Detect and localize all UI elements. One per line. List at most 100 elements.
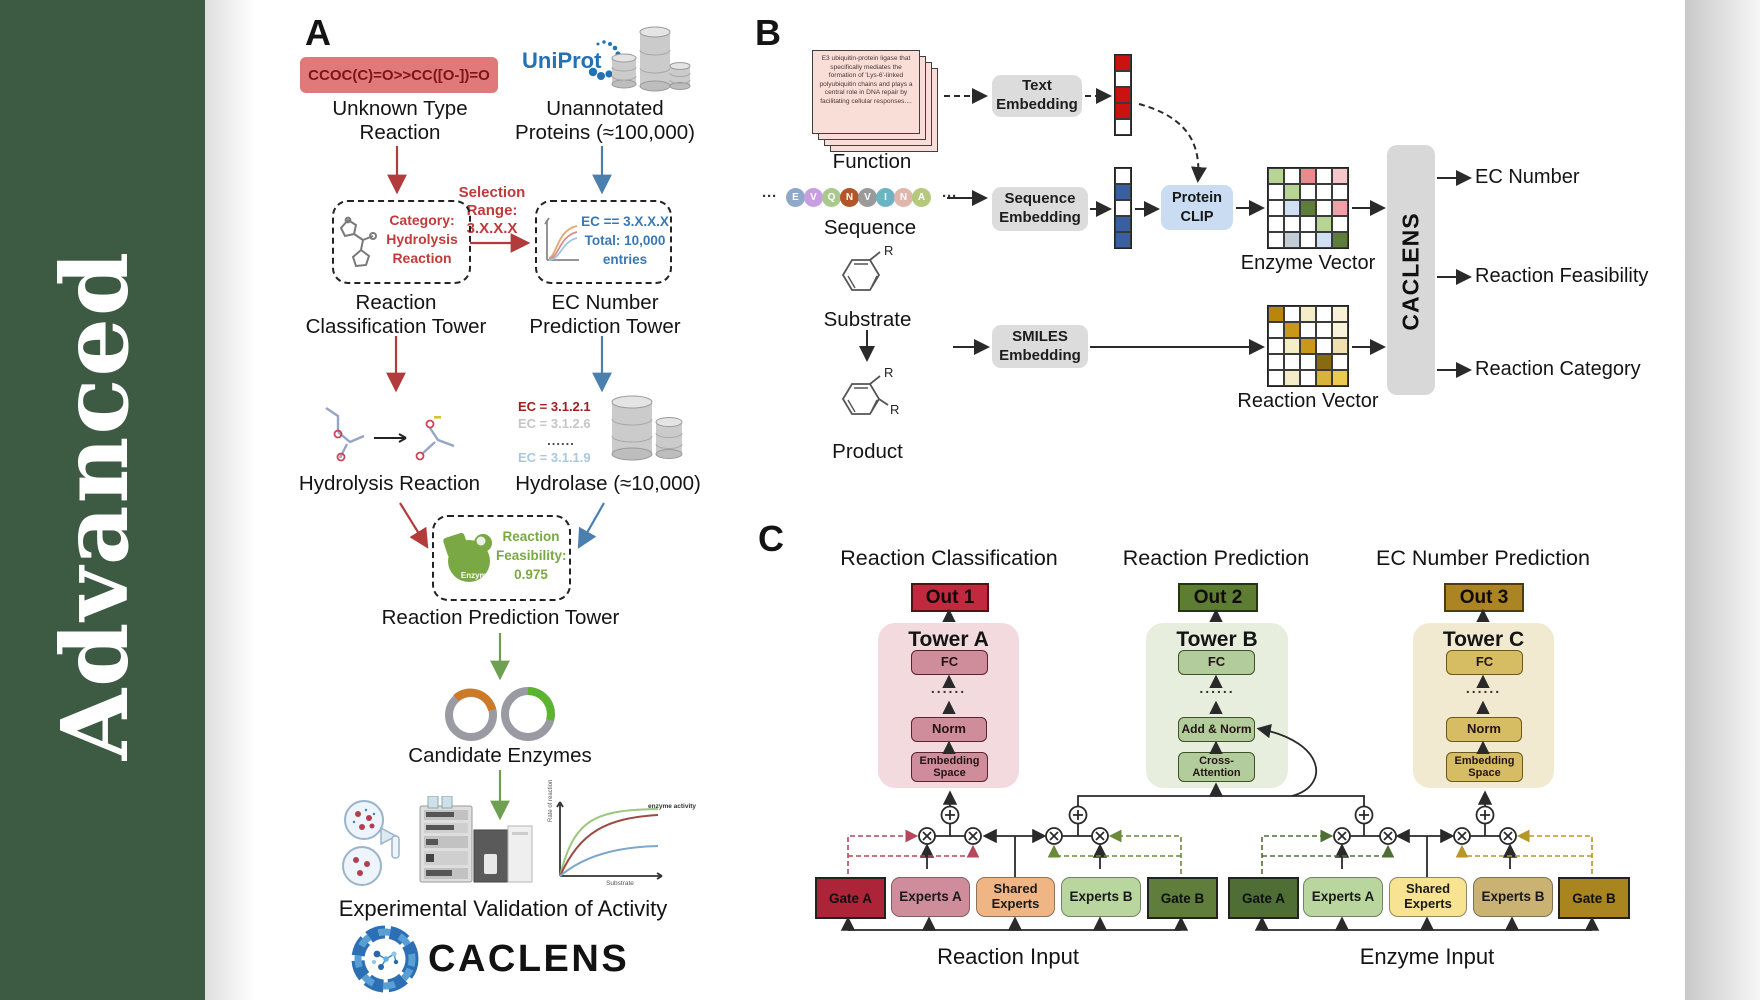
tower-b-title: Tower B — [1176, 628, 1258, 651]
enzyme-gate-a: Gate A — [1228, 877, 1299, 919]
vector-cell — [1284, 184, 1300, 200]
output-reaction-category: Reaction Category — [1475, 358, 1641, 380]
vector-cell — [1332, 232, 1348, 248]
tower-b-dots: ...... — [1199, 680, 1235, 696]
tower-c-fc: FC — [1446, 650, 1523, 675]
product-molecule-icon — [841, 375, 889, 415]
vector-cell — [1332, 338, 1348, 354]
vector-cell — [1284, 200, 1300, 216]
enzyme-input-label: Enzyme Input — [1359, 944, 1495, 969]
reaction-experts-a: Experts A — [891, 877, 970, 917]
text-embedding-box: Text Embedding — [992, 75, 1082, 117]
tower-a-embedding-space: Embedding Space — [911, 752, 988, 782]
ec-item: EC = 3.1.2.1 — [518, 399, 591, 414]
tower-a-fc: FC — [911, 650, 988, 675]
caclens-logo-icon — [351, 925, 419, 993]
vector-cell — [1115, 232, 1131, 248]
enzyme-gate-b: Gate B — [1558, 877, 1630, 919]
residue-circle: V — [858, 188, 877, 207]
vector-cell — [1332, 200, 1348, 216]
out2-box: Out 2 — [1178, 583, 1258, 612]
vector-cell — [1284, 338, 1300, 354]
vector-cell — [1284, 232, 1300, 248]
vector-cell — [1115, 87, 1131, 103]
sequence-label: Sequence — [823, 216, 917, 239]
vector-cell — [1332, 168, 1348, 184]
classification-tower-label: Reaction Classification Tower — [305, 291, 487, 339]
ec-item: ...... — [547, 433, 575, 448]
vector-cell — [1316, 216, 1332, 232]
function-card-front: E3 ubiquitin-protein ligase that specifi… — [812, 50, 920, 134]
vector-cell — [1284, 370, 1300, 386]
unannotated-proteins-label: Unannotated Proteins (≈100,000) — [515, 97, 695, 145]
protein-database-icon — [611, 26, 691, 92]
enzyme-experts-b: Experts B — [1473, 877, 1553, 917]
vector-cell — [1284, 216, 1300, 232]
out3-box: Out 3 — [1444, 583, 1524, 612]
vector-cell — [1300, 370, 1316, 386]
tower-a-dots: ...... — [930, 680, 967, 696]
vector-cell — [1316, 322, 1332, 338]
hydrolase-label: Hydrolase (≈10,000) — [515, 472, 701, 495]
vector-cell — [1268, 200, 1284, 216]
vector-cell — [1316, 338, 1332, 354]
vector-cell — [1284, 306, 1300, 322]
enzyme-experts-a: Experts A — [1303, 877, 1383, 917]
vector-cell — [1300, 184, 1316, 200]
product-r2-label: R — [890, 402, 900, 417]
vector-cell — [1115, 119, 1131, 135]
prediction-tower-label: Reaction Prediction Tower — [381, 606, 620, 629]
tower-a-title: Tower A — [908, 628, 989, 651]
sequence-ellipsis-right: ··· — [942, 188, 957, 205]
sigmoid-curves-icon — [544, 217, 579, 261]
journal-banner: Advanced Science — [0, 0, 319, 1000]
vector-cell — [1316, 232, 1332, 248]
vector-cell — [1268, 306, 1284, 322]
vector-cell — [1268, 184, 1284, 200]
page-right-shadow — [1685, 0, 1760, 1000]
tower-c-title: Tower C — [1442, 628, 1525, 651]
substrate-r-label: R — [884, 243, 894, 258]
reaction-vector-grid — [1267, 305, 1349, 387]
category-hydrolysis-label: Category: Hydrolysis Reaction — [386, 212, 458, 266]
vector-cell — [1115, 184, 1131, 200]
enzyme-shared-experts: Shared Experts — [1389, 877, 1467, 917]
vector-cell — [1115, 71, 1131, 87]
vector-cell — [1316, 306, 1332, 322]
tower-a: Tower A FC ...... Norm Embedding Space — [878, 623, 1019, 788]
ec-number-list: EC = 3.1.2.1 EC = 3.1.2.6 ...... EC = 3.… — [518, 398, 604, 466]
vector-cell — [1316, 184, 1332, 200]
ec-item: EC = 3.1.2.6 — [518, 416, 591, 431]
vector-cell — [1268, 216, 1284, 232]
journal-title: Advanced Science — [41, 249, 319, 761]
tower-b-add-norm: Add & Norm — [1178, 717, 1255, 742]
residue-circle: N — [840, 188, 859, 207]
reaction-experts-b: Experts B — [1061, 877, 1141, 917]
vector-cell — [1268, 354, 1284, 370]
smiles-embedding-box: SMILES Embedding — [992, 325, 1088, 368]
feasibility-dashed-box: Enzyme Reaction Feasibility: 0.975 — [432, 515, 571, 601]
vector-cell — [1300, 168, 1316, 184]
reaction-gate-b: Gate B — [1147, 877, 1218, 919]
sequence-ellipsis-left: ··· — [762, 188, 777, 205]
sequence-embedding-box: Sequence Embedding — [992, 187, 1088, 231]
hplc-instrument-icon — [419, 796, 533, 883]
plot-ylabel: Rate of reaction — [548, 779, 554, 822]
caclens-wordmark: CACLENS — [428, 938, 630, 980]
selection-range-label: Selection Range: 3.X.X.X — [458, 184, 526, 237]
enzyme-vector-label: Enzyme Vector — [1240, 252, 1376, 274]
residue-circle: E — [786, 188, 805, 207]
vector-cell — [1268, 168, 1284, 184]
vector-cell — [1115, 200, 1131, 216]
panel-c-label: C — [758, 518, 784, 559]
tower-b-fc: FC — [1178, 650, 1255, 675]
classification-dashed-box: Category: Hydrolysis Reaction — [332, 200, 471, 284]
mixing-nodes — [918, 805, 1517, 845]
ec-tower-label: EC Number Prediction Tower — [529, 291, 681, 339]
reaction-shared-experts: Shared Experts — [976, 877, 1055, 917]
vector-cell — [1268, 338, 1284, 354]
tower-c-dots: ...... — [1465, 680, 1502, 696]
vector-cell — [1316, 168, 1332, 184]
vector-cell — [1316, 200, 1332, 216]
